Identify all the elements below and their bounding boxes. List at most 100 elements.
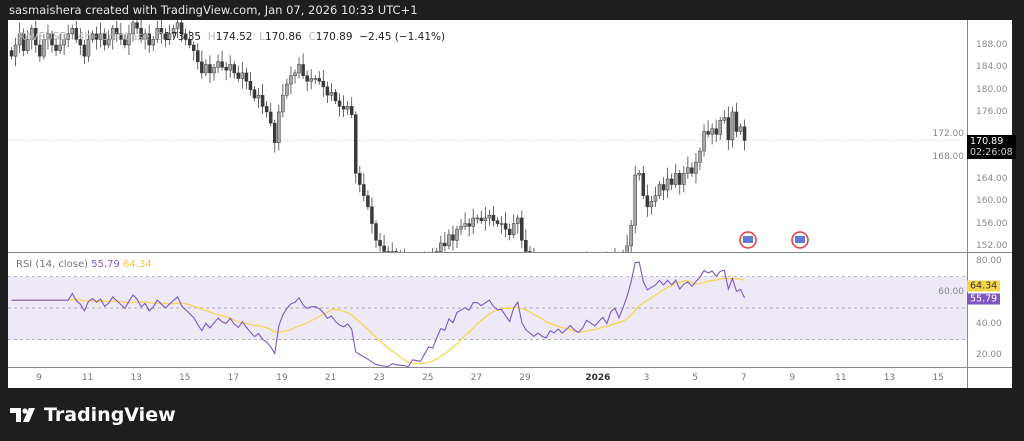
- candle-body: [641, 173, 646, 196]
- legend-low: 170.86: [265, 31, 302, 43]
- candle-body: [407, 263, 410, 269]
- candle-body: [524, 240, 528, 252]
- candle-body: [244, 72, 249, 82]
- candle-body: [463, 223, 467, 227]
- candle-body: [665, 178, 670, 191]
- candle-body: [82, 44, 87, 57]
- candle-body: [248, 81, 253, 90]
- candle-body: [179, 22, 184, 35]
- candle-body: [439, 242, 443, 252]
- time-tick: 15: [932, 373, 944, 383]
- time-tick: 9: [36, 373, 42, 383]
- candle-body: [224, 67, 228, 71]
- candle-body: [281, 94, 285, 113]
- price-tick: 188.00: [976, 40, 1008, 50]
- candle-body: [273, 122, 277, 143]
- candle-body: [277, 111, 281, 143]
- candle-body: [329, 92, 334, 96]
- candle-body: [601, 263, 604, 266]
- time-tick: 2026: [585, 373, 611, 383]
- time-tick: 21: [324, 373, 337, 383]
- candle-body: [46, 33, 50, 40]
- candle-body: [216, 61, 220, 68]
- candle-body: [236, 72, 241, 79]
- candle-body: [483, 217, 488, 222]
- candle-body: [204, 64, 208, 74]
- legend-symbol[interactable]: RAVEUSD: [18, 31, 68, 43]
- candle-body: [212, 67, 216, 74]
- legend-high: 174.52: [215, 31, 253, 43]
- candle-body: [200, 61, 204, 74]
- price-tick: 184.00: [976, 62, 1008, 73]
- candle-body: [58, 44, 62, 51]
- candle-body: [390, 251, 394, 252]
- candle-body: [738, 126, 743, 132]
- candle-body: [171, 28, 176, 35]
- candle-body: [541, 260, 544, 266]
- candle-body: [499, 223, 504, 225]
- candle-body: [94, 33, 99, 40]
- candle-body: [597, 265, 600, 268]
- candle-body: [561, 263, 564, 269]
- time-tick: 7: [740, 373, 747, 383]
- candle-body: [706, 131, 710, 135]
- candle-body: [386, 251, 390, 252]
- candle-body: [451, 234, 455, 241]
- candle-body: [25, 39, 30, 51]
- price-tick: 176.00: [976, 106, 1008, 117]
- time-tick: 25: [422, 373, 434, 383]
- candle-body: [111, 28, 115, 40]
- candle-body: [30, 28, 34, 40]
- chart-area[interactable]: RAVEUSD · 4h · Coinbase O173.35 H174.52 …: [8, 20, 1016, 388]
- candle-body: [301, 64, 305, 76]
- rsi-ma-value: 64.34: [123, 259, 152, 270]
- candle-body: [139, 28, 143, 40]
- candle-body: [487, 214, 492, 219]
- rsi-legend[interactable]: RSI (14, close) 55.79 64.34: [16, 259, 152, 270]
- candle-body: [528, 251, 532, 252]
- rsi-badge: 55.79: [967, 293, 1001, 305]
- candle-body: [730, 111, 735, 141]
- time-tick: 29: [519, 373, 531, 383]
- candle-body: [394, 251, 398, 252]
- candle-body: [192, 44, 196, 51]
- candle-body: [358, 173, 362, 185]
- chart-canvas[interactable]: [8, 20, 1012, 388]
- candle-body: [187, 39, 192, 46]
- rsi-tick: 40.00: [976, 318, 1002, 329]
- candle-body: [74, 28, 79, 40]
- candle-body: [471, 217, 475, 227]
- candle-body: [252, 89, 257, 99]
- rsi-value: 55.79: [91, 259, 120, 270]
- candle-body: [399, 257, 402, 260]
- candle-body: [605, 263, 608, 269]
- open-label: O: [156, 31, 165, 43]
- legend-change: −2.45 (−1.41%): [359, 31, 446, 43]
- candle-body: [305, 75, 309, 82]
- candle-body: [159, 28, 164, 35]
- candle-body: [557, 263, 560, 266]
- candle-body: [337, 100, 342, 107]
- candle-body: [682, 173, 686, 185]
- candle-body: [569, 263, 572, 266]
- candle-body: [686, 167, 690, 174]
- legend-exchange: Coinbase: [101, 31, 150, 43]
- candle-body: [13, 44, 18, 57]
- time-tick: 23: [373, 373, 385, 383]
- candle-body: [175, 22, 180, 29]
- rsi-line: [11, 261, 746, 368]
- tradingview-logo[interactable]: TradingView: [10, 404, 176, 426]
- candle-body: [119, 33, 123, 40]
- rsi-title: RSI (14, close): [16, 259, 89, 270]
- candle-body: [220, 61, 224, 68]
- candle-body: [378, 240, 382, 247]
- candle-body: [443, 242, 447, 247]
- candle-body: [537, 260, 540, 263]
- candle-body: [115, 28, 119, 35]
- candle-body: [163, 33, 168, 40]
- candle-body: [545, 265, 548, 268]
- candle-body: [325, 86, 330, 96]
- candle-body: [516, 217, 520, 224]
- candle-body: [613, 257, 616, 260]
- candle-body: [625, 245, 629, 252]
